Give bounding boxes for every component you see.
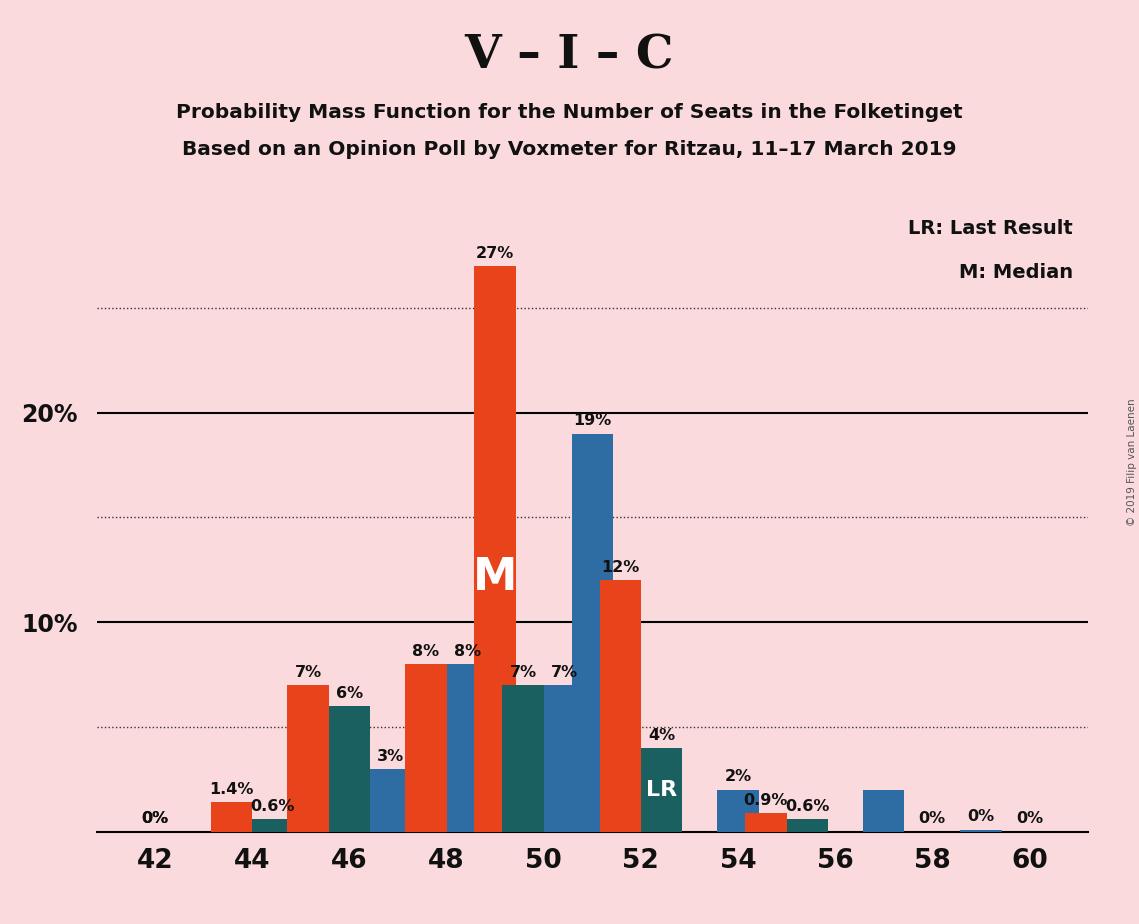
Text: 0%: 0% [141,811,169,826]
Bar [599,580,641,832]
Text: 0%: 0% [1016,811,1043,826]
Bar [960,830,1001,832]
Text: 4%: 4% [648,727,675,743]
Text: 3%: 3% [377,748,404,763]
Bar [287,685,329,832]
Bar [329,706,370,832]
Text: 0%: 0% [967,809,994,824]
Text: V – I – C: V – I – C [465,32,674,79]
Text: 0.9%: 0.9% [744,793,788,808]
Bar [405,664,446,832]
Text: 2%: 2% [724,770,752,784]
Text: 6%: 6% [336,686,363,700]
Bar [787,819,828,832]
Text: Probability Mass Function for the Number of Seats in the Folketinget: Probability Mass Function for the Number… [177,103,962,123]
Text: 0.6%: 0.6% [785,798,829,814]
Text: 0%: 0% [141,811,169,826]
Text: 8%: 8% [453,644,481,659]
Text: LR: LR [646,780,677,799]
Text: 0.6%: 0.6% [251,798,295,814]
Text: 19%: 19% [573,413,612,429]
Text: 27%: 27% [476,246,514,261]
Text: M: M [473,555,517,599]
Bar [863,790,904,832]
Bar [370,769,411,832]
Bar [502,685,543,832]
Text: LR: Last Result: LR: Last Result [908,219,1073,238]
Bar [641,748,682,832]
Text: M: Median: M: Median [959,263,1073,282]
Text: 7%: 7% [295,664,321,680]
Bar [252,819,294,832]
Text: 12%: 12% [601,560,639,575]
Text: 0%: 0% [919,811,945,826]
Bar [475,266,516,832]
Text: 8%: 8% [412,644,440,659]
Text: 7%: 7% [509,664,536,680]
Text: Based on an Opinion Poll by Voxmeter for Ritzau, 11–17 March 2019: Based on an Opinion Poll by Voxmeter for… [182,140,957,160]
Bar [572,433,613,832]
Bar [211,802,252,832]
Text: © 2019 Filip van Laenen: © 2019 Filip van Laenen [1126,398,1137,526]
Bar [446,664,487,832]
Text: 7%: 7% [551,664,577,680]
Bar [543,685,585,832]
Text: 1.4%: 1.4% [210,782,254,797]
Bar [745,813,787,832]
Bar [718,790,759,832]
